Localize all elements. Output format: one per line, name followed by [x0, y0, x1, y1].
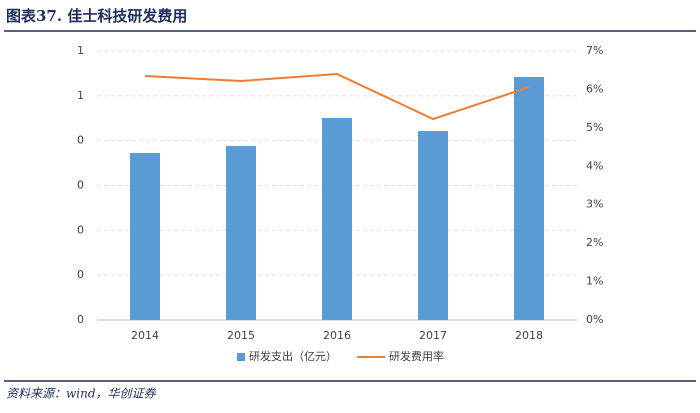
bar — [226, 146, 256, 320]
y-tick-label: 0 — [77, 313, 84, 326]
y2-tick-label: 2% — [586, 236, 603, 249]
source: 资料来源：wind，华创证券 — [6, 387, 157, 401]
x-tick-label: 2018 — [515, 329, 543, 342]
bar — [514, 77, 544, 321]
chart-title: 图表37. 佳士科技研发费用 — [6, 7, 187, 25]
y2-tick-label: 4% — [586, 159, 603, 172]
x-tick-label: 2017 — [419, 329, 447, 342]
y-tick-label: 1 — [77, 89, 84, 102]
legend-label: 研发费用率 — [389, 349, 444, 363]
x-tick-label: 2014 — [131, 329, 159, 342]
y2-tick-label: 3% — [586, 198, 603, 211]
y-tick-label: 0 — [77, 179, 84, 192]
x-tick-label: 2016 — [323, 329, 351, 342]
legend-label: 研发支出（亿元） — [249, 349, 337, 363]
line — [144, 73, 530, 121]
y-tick-label: 1 — [77, 44, 84, 57]
x-tick-label: 2015 — [227, 329, 255, 342]
y2-tick-label: 7% — [586, 44, 603, 57]
bar — [418, 131, 448, 320]
y2-tick-label: 1% — [586, 275, 603, 288]
y-tick-label: 0 — [77, 268, 84, 281]
y-tick-label: 0 — [77, 134, 84, 147]
bar — [322, 118, 352, 320]
legend-swatch — [237, 353, 245, 361]
y-tick-label: 0 — [77, 223, 84, 236]
y2-tick-label: 6% — [586, 82, 603, 95]
y2-tick-label: 0% — [586, 313, 603, 326]
bar — [130, 152, 160, 320]
y2-tick-label: 5% — [586, 121, 603, 134]
